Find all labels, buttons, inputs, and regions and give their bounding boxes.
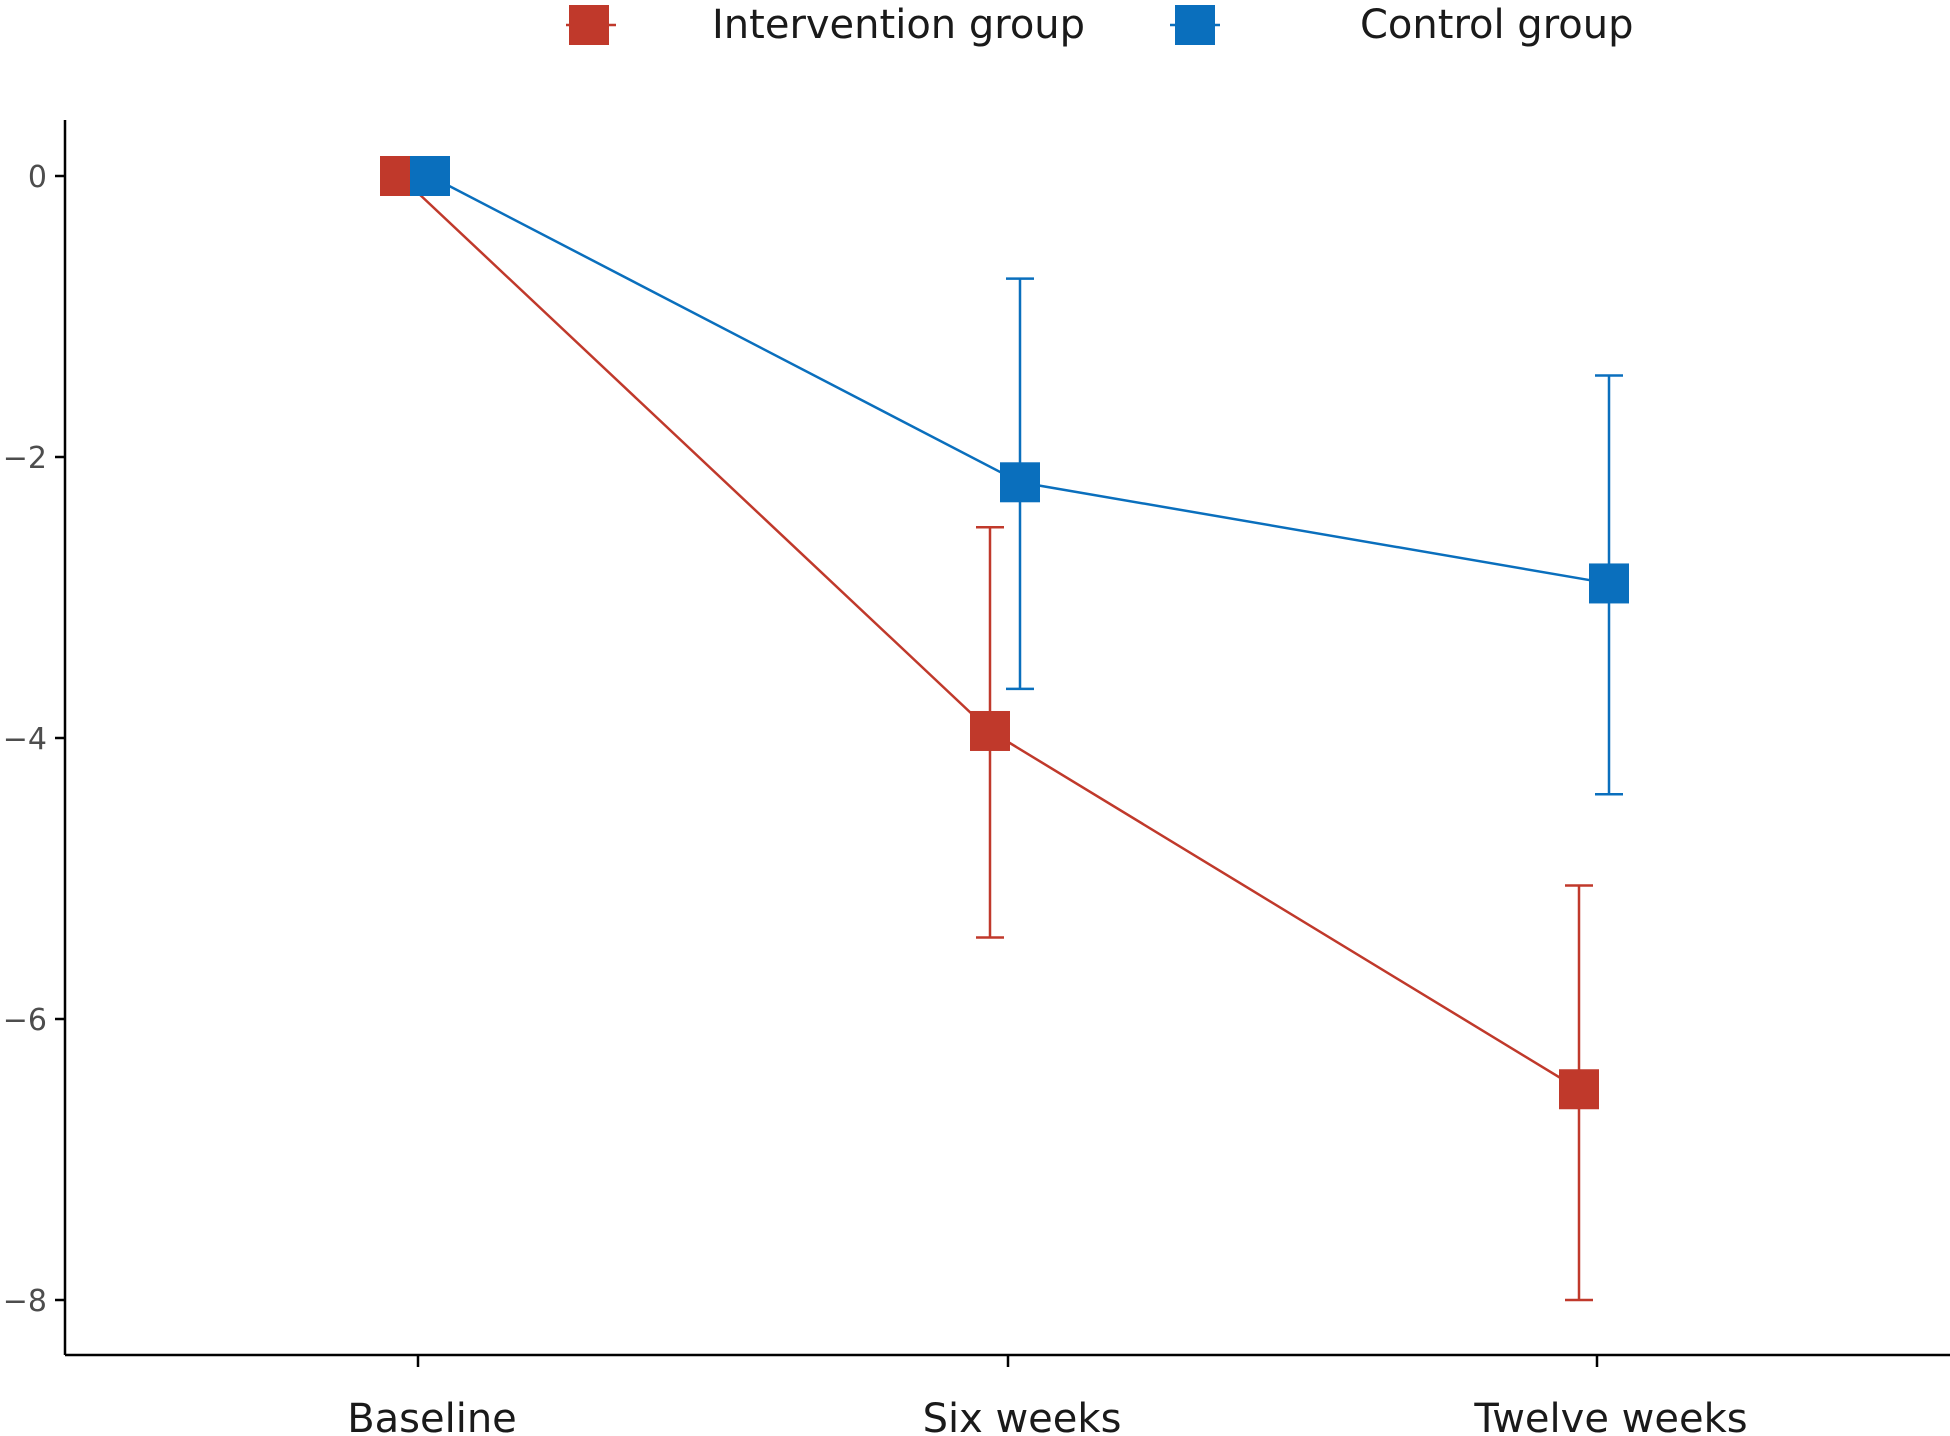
y-tick-label: −8 xyxy=(3,1284,47,1319)
data-point-control-group-six-weeks xyxy=(1000,462,1040,503)
y-tick-label: −6 xyxy=(3,1003,47,1038)
y-tick-label: −4 xyxy=(3,722,47,757)
series-control-group xyxy=(410,156,1629,796)
x-tick-label-six-weeks: Six weeks xyxy=(923,1396,1122,1436)
series-layer xyxy=(380,156,1629,1302)
y-axis-ticks: 0 −2 −4 −6 −8 xyxy=(3,160,65,1319)
legend-label-control: Control group xyxy=(1360,2,1633,48)
legend-marker-intervention xyxy=(569,5,609,45)
x-axis-ticks: Baseline Six weeks Twelve weeks xyxy=(347,1355,1748,1436)
legend: Intervention group Control group xyxy=(566,2,1633,48)
data-point-control-group-twelve-weeks xyxy=(1589,563,1629,604)
data-point-intervention-group-twelve-weeks xyxy=(1559,1069,1599,1110)
y-tick-label: −2 xyxy=(3,441,47,476)
x-tick-label-baseline: Baseline xyxy=(347,1396,517,1436)
legend-item-control: Control group xyxy=(1170,2,1633,48)
data-point-intervention-group-six-weeks xyxy=(970,710,1010,751)
y-tick-label: 0 xyxy=(28,160,47,195)
legend-item-intervention: Intervention group xyxy=(566,2,1085,48)
legend-marker-control xyxy=(1175,5,1215,45)
legend-label-intervention: Intervention group xyxy=(712,2,1085,48)
x-tick-label-twelve-weeks: Twelve weeks xyxy=(1473,1396,1747,1436)
series-intervention-group xyxy=(380,156,1599,1302)
data-point-control-group-baseline xyxy=(410,156,450,196)
